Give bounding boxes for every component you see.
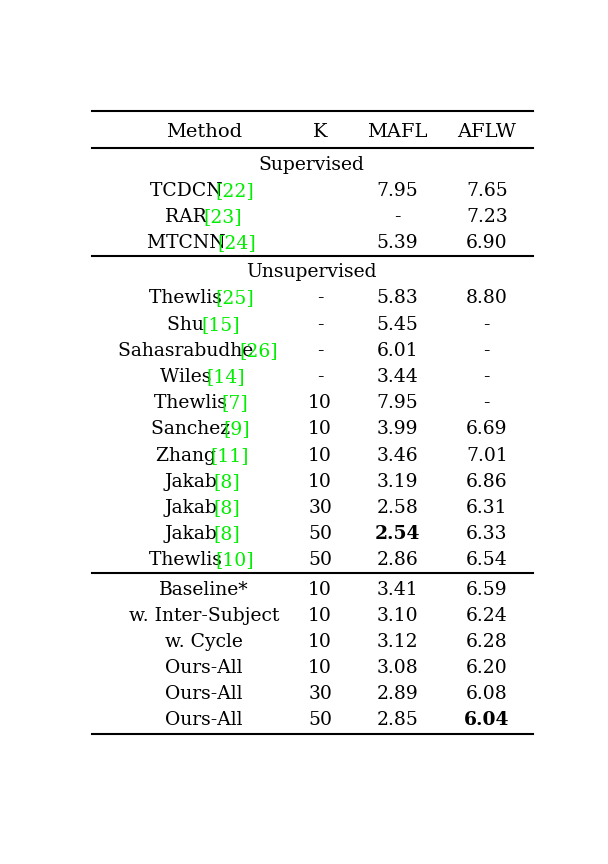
Text: 3.46: 3.46 bbox=[377, 447, 418, 465]
Text: -: - bbox=[483, 368, 490, 386]
Text: -: - bbox=[317, 342, 323, 359]
Text: 6.33: 6.33 bbox=[466, 525, 508, 543]
Text: 6.90: 6.90 bbox=[466, 234, 508, 252]
Text: 3.19: 3.19 bbox=[377, 473, 418, 491]
Text: Sahasrabudhe: Sahasrabudhe bbox=[119, 342, 260, 359]
Text: Wiles: Wiles bbox=[161, 368, 218, 386]
Text: 7.01: 7.01 bbox=[466, 447, 508, 465]
Text: 3.44: 3.44 bbox=[377, 368, 418, 386]
Text: 5.45: 5.45 bbox=[377, 315, 418, 334]
Text: Ours-All: Ours-All bbox=[165, 711, 243, 729]
Text: 6.08: 6.08 bbox=[466, 685, 508, 703]
Text: Jakab: Jakab bbox=[164, 499, 223, 517]
Text: 2.58: 2.58 bbox=[377, 499, 418, 517]
Text: [25]: [25] bbox=[215, 289, 254, 308]
Text: [24]: [24] bbox=[217, 234, 256, 252]
Text: 3.08: 3.08 bbox=[377, 659, 418, 677]
Text: 2.86: 2.86 bbox=[377, 551, 418, 569]
Text: Zhang: Zhang bbox=[156, 447, 222, 465]
Text: 6.01: 6.01 bbox=[377, 342, 418, 359]
Text: K: K bbox=[313, 124, 327, 141]
Text: Thewlis: Thewlis bbox=[150, 289, 228, 308]
Text: -: - bbox=[395, 208, 401, 226]
Text: 10: 10 bbox=[308, 607, 332, 625]
Text: [26]: [26] bbox=[240, 342, 278, 359]
Text: Supervised: Supervised bbox=[258, 156, 365, 174]
Text: Jakab: Jakab bbox=[164, 525, 223, 543]
Text: 6.31: 6.31 bbox=[466, 499, 508, 517]
Text: 30: 30 bbox=[308, 499, 332, 517]
Text: w. Inter-Subject: w. Inter-Subject bbox=[129, 607, 279, 625]
Text: Method: Method bbox=[166, 124, 242, 141]
Text: -: - bbox=[317, 315, 323, 334]
Text: Jakab: Jakab bbox=[164, 473, 223, 491]
Text: [22]: [22] bbox=[215, 181, 254, 200]
Text: 7.95: 7.95 bbox=[377, 394, 418, 412]
Text: MAFL: MAFL bbox=[367, 124, 428, 141]
Text: [9]: [9] bbox=[224, 421, 250, 438]
Text: 7.65: 7.65 bbox=[466, 181, 508, 200]
Text: [8]: [8] bbox=[213, 473, 240, 491]
Text: Shu: Shu bbox=[167, 315, 210, 334]
Text: 6.24: 6.24 bbox=[466, 607, 508, 625]
Text: 6.28: 6.28 bbox=[466, 633, 508, 651]
Text: [8]: [8] bbox=[213, 525, 240, 543]
Text: -: - bbox=[483, 315, 490, 334]
Text: 6.69: 6.69 bbox=[466, 421, 508, 438]
Text: 5.39: 5.39 bbox=[377, 234, 418, 252]
Text: 2.85: 2.85 bbox=[377, 711, 418, 729]
Text: 6.04: 6.04 bbox=[464, 711, 510, 729]
Text: 7.23: 7.23 bbox=[466, 208, 508, 226]
Text: 7.95: 7.95 bbox=[377, 181, 418, 200]
Text: 2.54: 2.54 bbox=[375, 525, 420, 543]
Text: TCDCN: TCDCN bbox=[150, 181, 228, 200]
Text: [8]: [8] bbox=[213, 499, 240, 517]
Text: -: - bbox=[483, 342, 490, 359]
Text: -: - bbox=[317, 289, 323, 308]
Text: 30: 30 bbox=[308, 685, 332, 703]
Text: [7]: [7] bbox=[221, 394, 248, 412]
Text: [11]: [11] bbox=[210, 447, 249, 465]
Text: Ours-All: Ours-All bbox=[165, 685, 243, 703]
Text: 50: 50 bbox=[308, 711, 332, 729]
Text: 6.54: 6.54 bbox=[466, 551, 508, 569]
Text: MTCNN: MTCNN bbox=[147, 234, 231, 252]
Text: [15]: [15] bbox=[201, 315, 240, 334]
Text: 10: 10 bbox=[308, 447, 332, 465]
Text: 3.10: 3.10 bbox=[377, 607, 418, 625]
Text: Ours-All: Ours-All bbox=[165, 659, 243, 677]
Text: 50: 50 bbox=[308, 551, 332, 569]
Text: 3.12: 3.12 bbox=[377, 633, 418, 651]
Text: 6.20: 6.20 bbox=[466, 659, 508, 677]
Text: 8.80: 8.80 bbox=[466, 289, 508, 308]
Text: 10: 10 bbox=[308, 633, 332, 651]
Text: RAR: RAR bbox=[165, 208, 213, 226]
Text: -: - bbox=[317, 368, 323, 386]
Text: 2.89: 2.89 bbox=[377, 685, 418, 703]
Text: Baseline*: Baseline* bbox=[159, 581, 249, 599]
Text: 10: 10 bbox=[308, 473, 332, 491]
Text: 10: 10 bbox=[308, 394, 332, 412]
Text: 50: 50 bbox=[308, 525, 332, 543]
Text: 3.41: 3.41 bbox=[377, 581, 418, 599]
Text: Thewlis: Thewlis bbox=[150, 551, 229, 569]
Text: 6.59: 6.59 bbox=[466, 581, 508, 599]
Text: 6.86: 6.86 bbox=[466, 473, 508, 491]
Text: -: - bbox=[483, 394, 490, 412]
Text: 10: 10 bbox=[308, 581, 332, 599]
Text: [23]: [23] bbox=[203, 208, 242, 226]
Text: Thewlis: Thewlis bbox=[154, 394, 233, 412]
Text: 5.83: 5.83 bbox=[377, 289, 418, 308]
Text: AFLW: AFLW bbox=[457, 124, 516, 141]
Text: w. Cycle: w. Cycle bbox=[165, 633, 243, 651]
Text: [10]: [10] bbox=[215, 551, 254, 569]
Text: [14]: [14] bbox=[207, 368, 246, 386]
Text: 3.99: 3.99 bbox=[377, 421, 418, 438]
Text: 10: 10 bbox=[308, 421, 332, 438]
Text: Sanchez: Sanchez bbox=[151, 421, 236, 438]
Text: 10: 10 bbox=[308, 659, 332, 677]
Text: Unsupervised: Unsupervised bbox=[246, 264, 377, 282]
